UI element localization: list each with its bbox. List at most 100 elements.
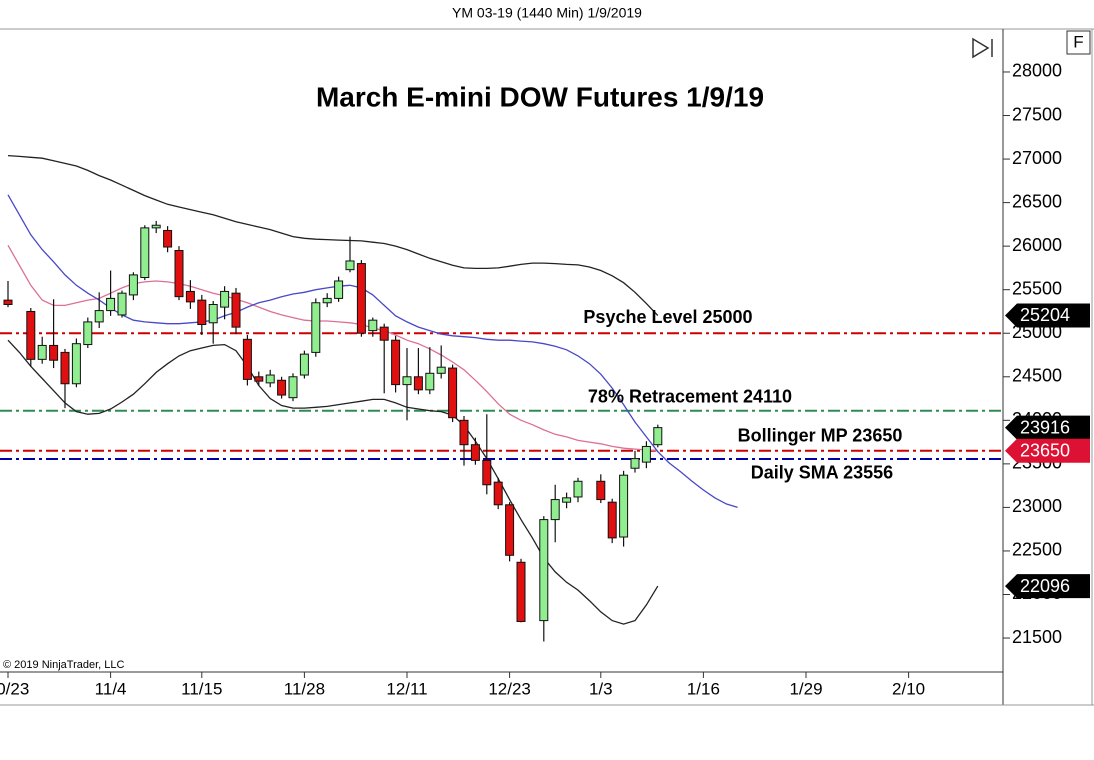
overlay-line <box>7 194 738 509</box>
y-tick-label: 28000 <box>1012 61 1062 81</box>
candle-body <box>174 250 184 298</box>
candle-body <box>94 310 104 323</box>
candle-body <box>26 310 36 360</box>
x-tick-label: 2/10 <box>892 679 925 698</box>
candle-body <box>83 321 93 346</box>
candle-body <box>368 319 378 332</box>
chart-title: March E-mini DOW Futures 1/9/19 <box>316 81 764 112</box>
level-annotation: 78% Retracement 24110 <box>588 386 792 406</box>
icon-arrow[interactable] <box>972 37 990 59</box>
candle-body <box>493 481 503 506</box>
candle-body <box>539 519 549 622</box>
candle-body <box>71 343 81 385</box>
x-tick-label: 11/15 <box>181 679 222 698</box>
candle-body <box>482 459 492 486</box>
x-tick-label: 12/11 <box>386 679 427 698</box>
candle-body <box>402 376 412 386</box>
x-tick-label: 12/23 <box>488 679 531 698</box>
x-tick-label: 1/29 <box>789 679 822 698</box>
toolbar-button[interactable] <box>1066 30 1091 55</box>
candle-body <box>505 504 515 556</box>
y-tick-label: 24500 <box>1012 366 1062 386</box>
candle-body <box>562 497 572 503</box>
y-tick-label: 22500 <box>1012 540 1062 560</box>
price-marker-label: 23650 <box>1020 441 1070 461</box>
candle-body <box>231 292 241 328</box>
candle-body <box>208 303 218 324</box>
candle-body <box>641 445 651 463</box>
candle-body <box>49 344 59 361</box>
price-marker <box>1005 415 1090 440</box>
x-tick-label: 1/3 <box>589 679 613 698</box>
candle-body <box>448 367 458 419</box>
candle-body <box>345 260 355 271</box>
overlay-line <box>7 339 659 625</box>
candle-body <box>197 299 207 326</box>
candle-body <box>151 224 161 229</box>
candle-body <box>163 229 173 248</box>
candle-body <box>630 458 640 469</box>
x-tick-label: 11/28 <box>284 679 325 698</box>
y-tick-label: 23000 <box>1012 496 1062 516</box>
candle-body <box>391 339 401 386</box>
candle-body <box>254 376 264 382</box>
candle-body <box>3 299 13 305</box>
candle-body <box>185 290 195 303</box>
x-tick-label: 10/23 <box>0 679 29 698</box>
candle-body <box>425 372 435 391</box>
candle-body <box>220 290 230 308</box>
level-annotation: Daily SMA 23556 <box>751 463 893 483</box>
candle-body <box>299 353 309 376</box>
price-marker <box>1005 574 1090 599</box>
candle-body <box>459 419 469 446</box>
candle-body <box>619 474 629 538</box>
candle-body <box>277 379 287 396</box>
x-tick-label: 1/16 <box>687 679 720 698</box>
header: YM 03-19 (1440 Min) 1/9/2019 <box>452 5 642 21</box>
candle-body <box>265 374 275 384</box>
candle-body <box>242 338 252 380</box>
scroll-end-icon[interactable] <box>972 37 993 59</box>
candle-body <box>379 326 389 341</box>
candle-body <box>413 376 423 391</box>
candle-body <box>106 297 116 312</box>
candle-body <box>596 480 606 501</box>
price-marker <box>1005 303 1090 328</box>
candle-body <box>117 292 127 316</box>
candle-body <box>311 302 321 353</box>
candle-body <box>470 444 480 461</box>
candle-body <box>550 499 560 521</box>
toolbar-button-label[interactable]: F <box>1073 32 1083 51</box>
overlay-line <box>7 154 659 316</box>
plot-area <box>0 154 1003 642</box>
copyright: © 2019 NinjaTrader, LLC <box>3 659 124 671</box>
price-marker-label: 25204 <box>1020 305 1070 325</box>
y-tick-label: 21500 <box>1012 627 1062 647</box>
price-marker <box>1005 438 1090 463</box>
y-tick-label: 25500 <box>1012 278 1062 298</box>
y-tick-label: 26000 <box>1012 235 1062 255</box>
candle-body <box>60 351 70 385</box>
candle-body <box>128 274 138 296</box>
candle-body <box>653 427 663 446</box>
candle-body <box>322 297 332 304</box>
candle-body <box>288 376 298 399</box>
candle-body <box>436 366 446 374</box>
price-marker-label: 23916 <box>1020 417 1070 437</box>
x-tick-label: 11/4 <box>95 679 127 698</box>
candle-body <box>140 227 150 278</box>
level-annotation: Bollinger MP 23650 <box>738 426 903 446</box>
candle-body <box>334 280 344 299</box>
candle-body <box>356 263 366 334</box>
y-tick-label: 27000 <box>1012 148 1062 168</box>
y-tick-label: 27500 <box>1012 104 1062 124</box>
candle-body <box>573 480 583 498</box>
candle-body <box>516 561 526 622</box>
overlay-line <box>7 244 658 452</box>
candle-body <box>37 344 47 360</box>
price-marker-label: 22096 <box>1020 576 1070 596</box>
level-annotation: Psyche Level 25000 <box>583 307 752 327</box>
